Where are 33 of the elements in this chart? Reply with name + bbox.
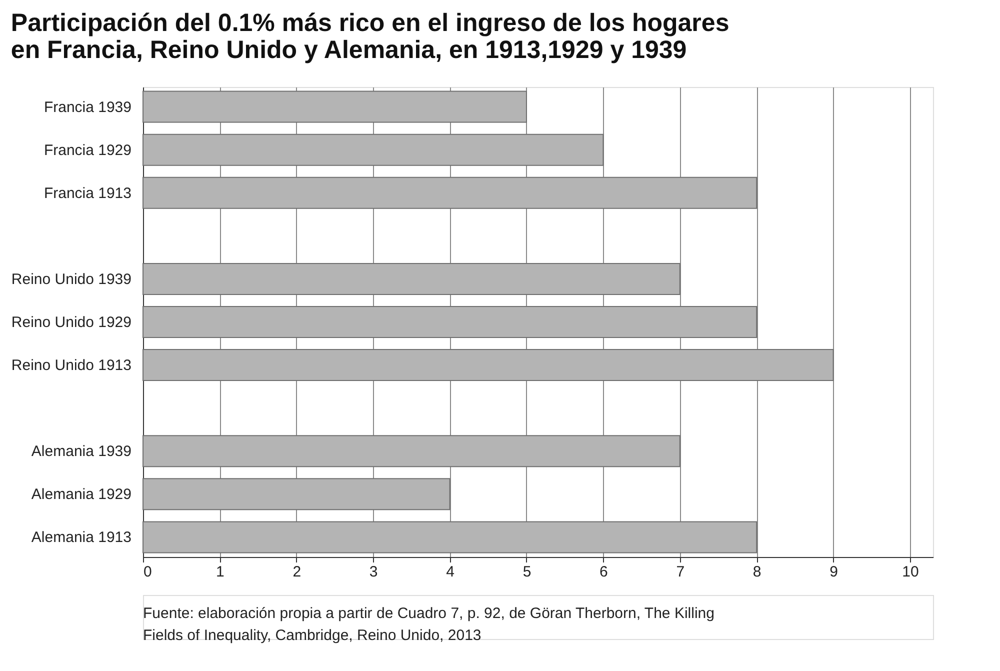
bar xyxy=(142,478,450,510)
y-tick-label: Reino Unido 1929 xyxy=(11,314,132,331)
y-tick-label: Francia 1939 xyxy=(44,98,132,116)
bar xyxy=(142,521,758,554)
y-tick-label: Alemania 1939 xyxy=(31,443,132,460)
y-tick-label: Reino Unido 1939 xyxy=(11,270,132,288)
bar xyxy=(142,435,680,468)
x-tick-label: 4 xyxy=(446,564,454,580)
source-note: Fuente: elaboración propia a partir de Cuadro 7, p. 92, de Göran Therborn, The Killing xyxy=(143,605,714,622)
bar xyxy=(142,176,758,209)
x-tick-label: 6 xyxy=(600,564,608,580)
x-tick-label: 7 xyxy=(676,564,685,580)
text: Participación del 0.1% más rico en el ingreso de los hogares xyxy=(10,9,730,37)
y-tick-label: Alemania 1913 xyxy=(31,529,132,546)
y-tick-label: Francia 1929 xyxy=(44,142,132,159)
x-tick-label: 8 xyxy=(752,564,762,580)
bar xyxy=(142,134,604,166)
bar xyxy=(142,90,527,123)
x-tick-label: 2 xyxy=(292,564,302,580)
y-tick-label: Alemania 1929 xyxy=(31,486,132,504)
bar xyxy=(142,349,834,382)
y-tick-label: Francia 1913 xyxy=(44,184,132,202)
bar xyxy=(142,306,758,338)
x-tick-label: 1 xyxy=(216,564,224,580)
x-tick-label: 10 xyxy=(902,564,919,580)
bar xyxy=(142,262,680,295)
text: Fields of Inequality, Cambridge, Reino Unido, 2013 xyxy=(143,627,482,644)
y-tick-label: Reino Unido 1913 xyxy=(11,357,132,374)
text: en Francia, Reino Unido y Alemania, en 1913,1929 y 1939 xyxy=(10,36,687,64)
x-tick-label: 0 xyxy=(144,564,152,580)
x-tick-label: 5 xyxy=(522,564,532,580)
x-tick-label: 3 xyxy=(369,564,378,580)
x-tick-label: 9 xyxy=(830,564,838,580)
